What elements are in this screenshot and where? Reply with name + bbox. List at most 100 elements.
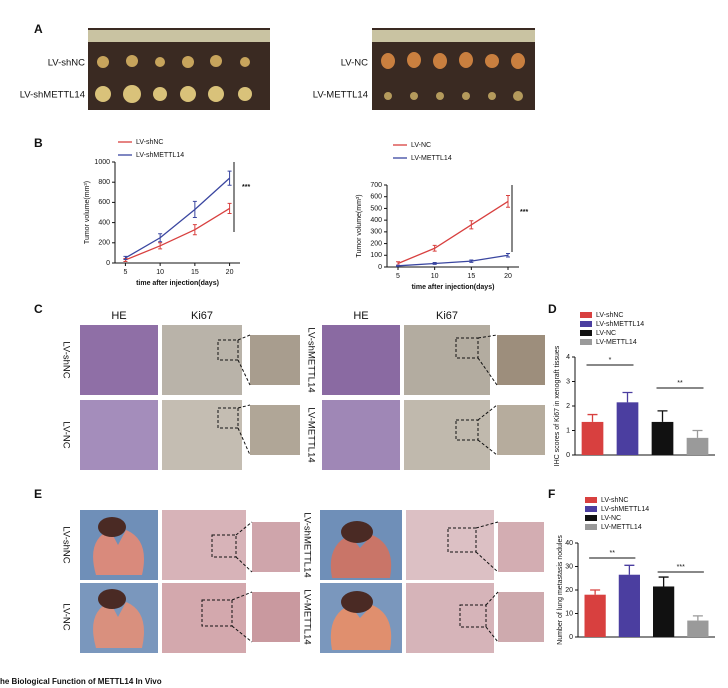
- row-label: LV-METTL14: [313, 90, 368, 101]
- legend-label: LV-shNC: [601, 497, 629, 504]
- error-bar: [158, 242, 163, 250]
- legend-label: LV-METTL14: [601, 524, 642, 531]
- row-label: LV-shMETTL14: [20, 90, 85, 101]
- y-tick-label: 400: [98, 219, 110, 226]
- x-tick-label: 20: [504, 273, 512, 280]
- y-tick-label: 600: [370, 194, 382, 201]
- legend-swatch: [580, 312, 592, 318]
- y-axis-label: Tumor volume(mm³): [356, 194, 363, 257]
- error-bar: [227, 170, 232, 186]
- col-label: Ki67: [191, 310, 213, 322]
- x-tick-label: 10: [431, 273, 439, 280]
- y-tick-label: 700: [370, 182, 382, 189]
- x-tick-label: 20: [226, 269, 234, 276]
- caption: he Biological Function of METTL14 In Viv…: [0, 677, 162, 686]
- legend-label: LV-shMETTL14: [601, 506, 649, 513]
- tumor-photo-left: [88, 28, 270, 110]
- x-tick-label: 5: [396, 273, 400, 280]
- error-bar: [657, 410, 668, 422]
- error-bar: [658, 576, 669, 587]
- y-tick-label: 600: [98, 199, 110, 206]
- legend-label: LV-shMETTL14: [596, 321, 644, 328]
- significance: ***: [520, 209, 528, 216]
- legend-label: LV-METTL14: [596, 339, 637, 346]
- y-tick-label: 0: [378, 264, 382, 271]
- bar: [686, 437, 709, 455]
- y-tick-label: 300: [370, 229, 382, 236]
- significance: **: [610, 550, 616, 557]
- bar: [616, 402, 639, 455]
- y-tick-label: 500: [370, 205, 382, 212]
- legend-swatch: [585, 524, 597, 530]
- panel-letter: F: [548, 487, 555, 501]
- error-bar: [192, 224, 197, 236]
- col-label: Ki67: [436, 310, 458, 322]
- y-tick-label: 100: [370, 252, 382, 259]
- error-bar: [469, 259, 474, 263]
- error-bar: [506, 253, 510, 258]
- legend-label: LV-METTL14: [411, 155, 452, 162]
- legend-swatch: [585, 497, 597, 503]
- panel-letter: C: [34, 302, 43, 316]
- y-tick-label: 4: [566, 354, 570, 361]
- row-label: LV-shNC: [60, 341, 71, 378]
- y-tick-label: 0: [106, 260, 110, 267]
- bar: [584, 594, 606, 637]
- error-bar: [622, 391, 633, 403]
- error-bar: [123, 255, 128, 260]
- x-axis-label: time after injection(days): [136, 280, 219, 287]
- line-series: [125, 177, 231, 259]
- error-bar: [469, 220, 474, 230]
- y-tick-label: 20: [565, 587, 573, 594]
- error-bar: [158, 233, 163, 243]
- x-tick-label: 15: [191, 269, 199, 276]
- y-axis-label: Number of lung metastasis nodules: [557, 535, 564, 645]
- legend-swatch: [580, 339, 592, 345]
- legend-label: LV-NC: [596, 330, 616, 337]
- error-bar: [432, 244, 437, 252]
- significance: **: [677, 380, 683, 387]
- col-label: HE: [353, 310, 368, 322]
- panel-letter: D: [548, 302, 557, 316]
- line-series: [397, 254, 509, 267]
- y-axis-label: Tumor volume(mm³): [84, 181, 91, 244]
- x-tick-label: 15: [467, 273, 475, 280]
- line-series: [397, 200, 509, 265]
- legend-label: LV-NC: [411, 142, 431, 149]
- error-bar: [432, 262, 437, 265]
- histology-images: [80, 325, 545, 470]
- bar: [581, 421, 604, 455]
- error-bar: [692, 615, 703, 621]
- row-label: LV-NC: [60, 421, 71, 448]
- col-label: HE: [111, 310, 126, 322]
- error-bar: [506, 195, 510, 208]
- y-tick-label: 2: [566, 403, 570, 410]
- error-bar: [227, 202, 232, 215]
- significance: ***: [242, 184, 250, 191]
- error-bar: [692, 429, 703, 438]
- row-label: LV-METTL14: [301, 589, 312, 644]
- error-bar: [587, 413, 598, 422]
- legend-swatch: [580, 330, 592, 336]
- bar: [687, 620, 709, 637]
- error-bar: [396, 264, 400, 267]
- error-bar: [192, 200, 197, 219]
- row-label: LV-shNC: [48, 58, 85, 69]
- significance: ***: [677, 564, 685, 571]
- significance: *: [609, 357, 612, 364]
- bar: [651, 421, 674, 455]
- legend-swatch: [585, 506, 597, 512]
- y-axis-label: IHC scores of Ki67 in xenograft tissues: [554, 345, 561, 466]
- y-tick-label: 30: [565, 563, 573, 570]
- tumor-photo-right: [372, 28, 535, 110]
- legend-label: LV-shNC: [596, 312, 624, 319]
- error-bar: [590, 589, 601, 595]
- panel-letter: E: [34, 487, 42, 501]
- row-label: LV-shNC: [60, 526, 71, 563]
- y-tick-label: 200: [370, 240, 382, 247]
- row-label: LV-shMETTL14: [305, 327, 316, 392]
- y-tick-label: 400: [370, 217, 382, 224]
- y-tick-label: 1000: [94, 159, 110, 166]
- panel-letter: B: [34, 136, 43, 150]
- row-label: LV-NC: [60, 603, 71, 630]
